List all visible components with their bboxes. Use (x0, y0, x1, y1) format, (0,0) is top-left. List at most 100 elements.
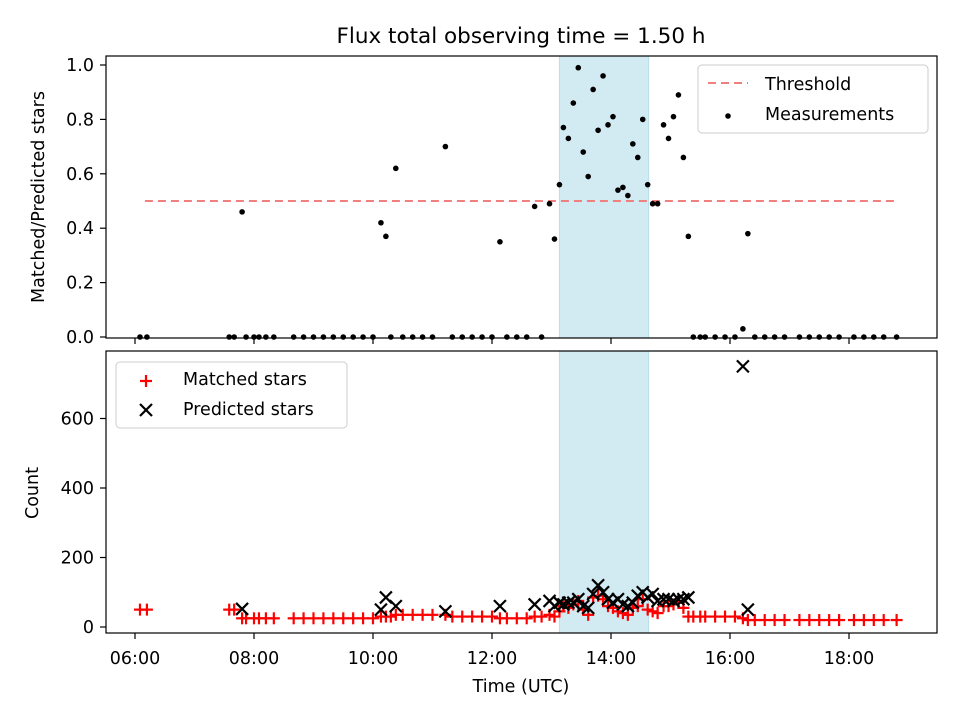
measurement-point (634, 154, 641, 161)
y-tick-label: 600 (61, 410, 94, 430)
legend-measurements-label: Measurements (765, 105, 894, 125)
matched-star-point (267, 612, 280, 625)
measurement-point (665, 135, 672, 142)
legend-matched-label: Matched stars (183, 370, 307, 390)
y-tick-label: 200 (61, 549, 94, 569)
measurement-point (310, 334, 317, 340)
y-tick-label: 0.2 (66, 274, 94, 294)
measurement-point (639, 116, 646, 123)
predicted-star-point (235, 602, 249, 616)
top-legend-box (697, 64, 929, 134)
measurement-point (479, 334, 485, 340)
legend-predicted-label: Predicted stars (183, 400, 314, 420)
measurement-point (565, 135, 572, 142)
measurement-point (290, 334, 297, 340)
bottom-y-ticks: 0 200 400 600 (61, 410, 106, 638)
top-y-ticks: 0.0 0.2 0.4 0.6 0.8 1.0 (66, 56, 106, 348)
measurement-point (399, 334, 406, 340)
measurement-point (654, 200, 661, 207)
predicted-star-point (681, 590, 696, 605)
matched-star-point (877, 614, 890, 627)
measurement-point (826, 334, 832, 340)
predicted-star-point (581, 601, 595, 615)
measurement-point (644, 181, 651, 188)
measurement-point (771, 334, 778, 340)
bottom-legend-box (115, 361, 348, 429)
x-tick-label: 08:00 (229, 649, 279, 669)
predicted-star-point (438, 604, 453, 619)
bottom-x-ticks: 06:00 08:00 10:00 12:00 14:00 16:00 18:00 (110, 633, 874, 669)
top-y-axis-label: Matched/Predicted stars (29, 91, 49, 303)
measurement-point (722, 334, 728, 340)
x-tick-label: 06:00 (110, 649, 160, 669)
measurement-point (625, 192, 631, 199)
measurement-point (409, 334, 416, 340)
predicted-star-point (527, 597, 542, 612)
measurement-point (615, 187, 621, 193)
measurement-point (383, 233, 389, 240)
measurement-point (459, 334, 466, 340)
measurement-point (393, 165, 399, 172)
predicted-star-point (561, 595, 576, 610)
y-tick-label: 0.4 (66, 219, 94, 239)
measurement-point (556, 181, 563, 188)
measurement-point (469, 334, 475, 340)
measurement-point (243, 334, 249, 340)
legend-matched-swatch (140, 375, 152, 387)
x-tick-label: 10:00 (348, 649, 398, 669)
matched-star-point (140, 603, 153, 616)
measurement-point (796, 334, 803, 340)
predicted-star-point (591, 578, 605, 593)
measurement-point (605, 122, 611, 128)
measurement-point (732, 334, 738, 340)
top-x-ticks (134, 338, 850, 344)
measurement-point (144, 334, 150, 340)
measurement-point (320, 334, 327, 340)
predicted-star-point (596, 585, 610, 600)
measurement-point (816, 334, 823, 340)
measurement-point (239, 209, 245, 215)
matched-stars-points (133, 589, 903, 627)
measurement-point (590, 86, 596, 93)
bottom-panel: 0 200 400 600 06:00 08:00 10:00 12:00 14:00 16:0… (23, 350, 938, 697)
measurement-point (560, 124, 567, 131)
x-tick-label: 16:00 (705, 649, 755, 669)
measurement-point (836, 334, 842, 340)
measurement-point (880, 334, 887, 340)
measurement-point (546, 200, 553, 207)
measurement-point (740, 326, 746, 332)
y-tick-label: 0.8 (66, 110, 94, 130)
legend-predicted-swatch (139, 403, 153, 417)
matched-star-point (228, 603, 241, 616)
y-tick-label: 0.6 (66, 165, 94, 185)
y-tick-label: 0 (83, 618, 94, 638)
predicted-star-point (389, 599, 403, 613)
measurement-point (670, 113, 677, 120)
measurement-point (600, 73, 606, 79)
measurement-point (870, 334, 877, 340)
measurement-point (585, 173, 591, 180)
measurement-point (761, 334, 768, 340)
measurement-point (449, 334, 456, 340)
measurement-point (685, 233, 692, 240)
bottom-y-axis-label: Count (23, 467, 43, 519)
measurement-point (263, 334, 269, 340)
measurement-point (388, 334, 394, 340)
matched-star-point (778, 614, 791, 627)
measurement-point (680, 154, 687, 161)
y-tick-label: 1.0 (66, 56, 94, 76)
measurement-point (497, 239, 503, 245)
x-axis-label: Time (UTC) (472, 677, 570, 697)
measurement-point (531, 203, 538, 210)
measurement-point (781, 334, 788, 340)
top-shaded-region (558, 55, 650, 339)
measurement-point (226, 334, 233, 340)
measurement-point (851, 334, 857, 340)
measurement-point (610, 113, 616, 120)
x-tick-label: 14:00 (586, 649, 636, 669)
measurement-point (137, 334, 143, 340)
predicted-star-point (626, 595, 640, 610)
matched-star-point (486, 610, 498, 623)
measurement-point (751, 334, 758, 340)
measurement-point (893, 334, 900, 340)
